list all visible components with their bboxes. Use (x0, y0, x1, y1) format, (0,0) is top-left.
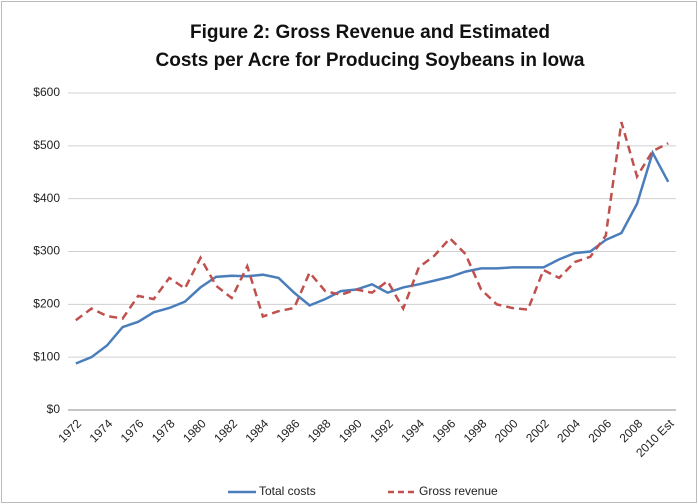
y-tick-label: $200 (33, 297, 60, 311)
legend-label: Total costs (259, 484, 316, 498)
chart-title: Costs per Acre for Producing Soybeans in… (156, 50, 585, 71)
chart-title: Figure 2: Gross Revenue and Estimated (190, 22, 550, 43)
y-tick-label: $600 (33, 85, 60, 99)
line-series (75, 149, 670, 365)
y-tick-label: $400 (33, 191, 60, 205)
y-tick-label: $0 (47, 402, 61, 416)
y-tick-label: $100 (33, 349, 60, 363)
y-tick-label: $500 (33, 138, 60, 152)
legend-label: Gross revenue (419, 484, 498, 498)
y-tick-label: $300 (33, 244, 60, 258)
line-series (75, 121, 669, 322)
